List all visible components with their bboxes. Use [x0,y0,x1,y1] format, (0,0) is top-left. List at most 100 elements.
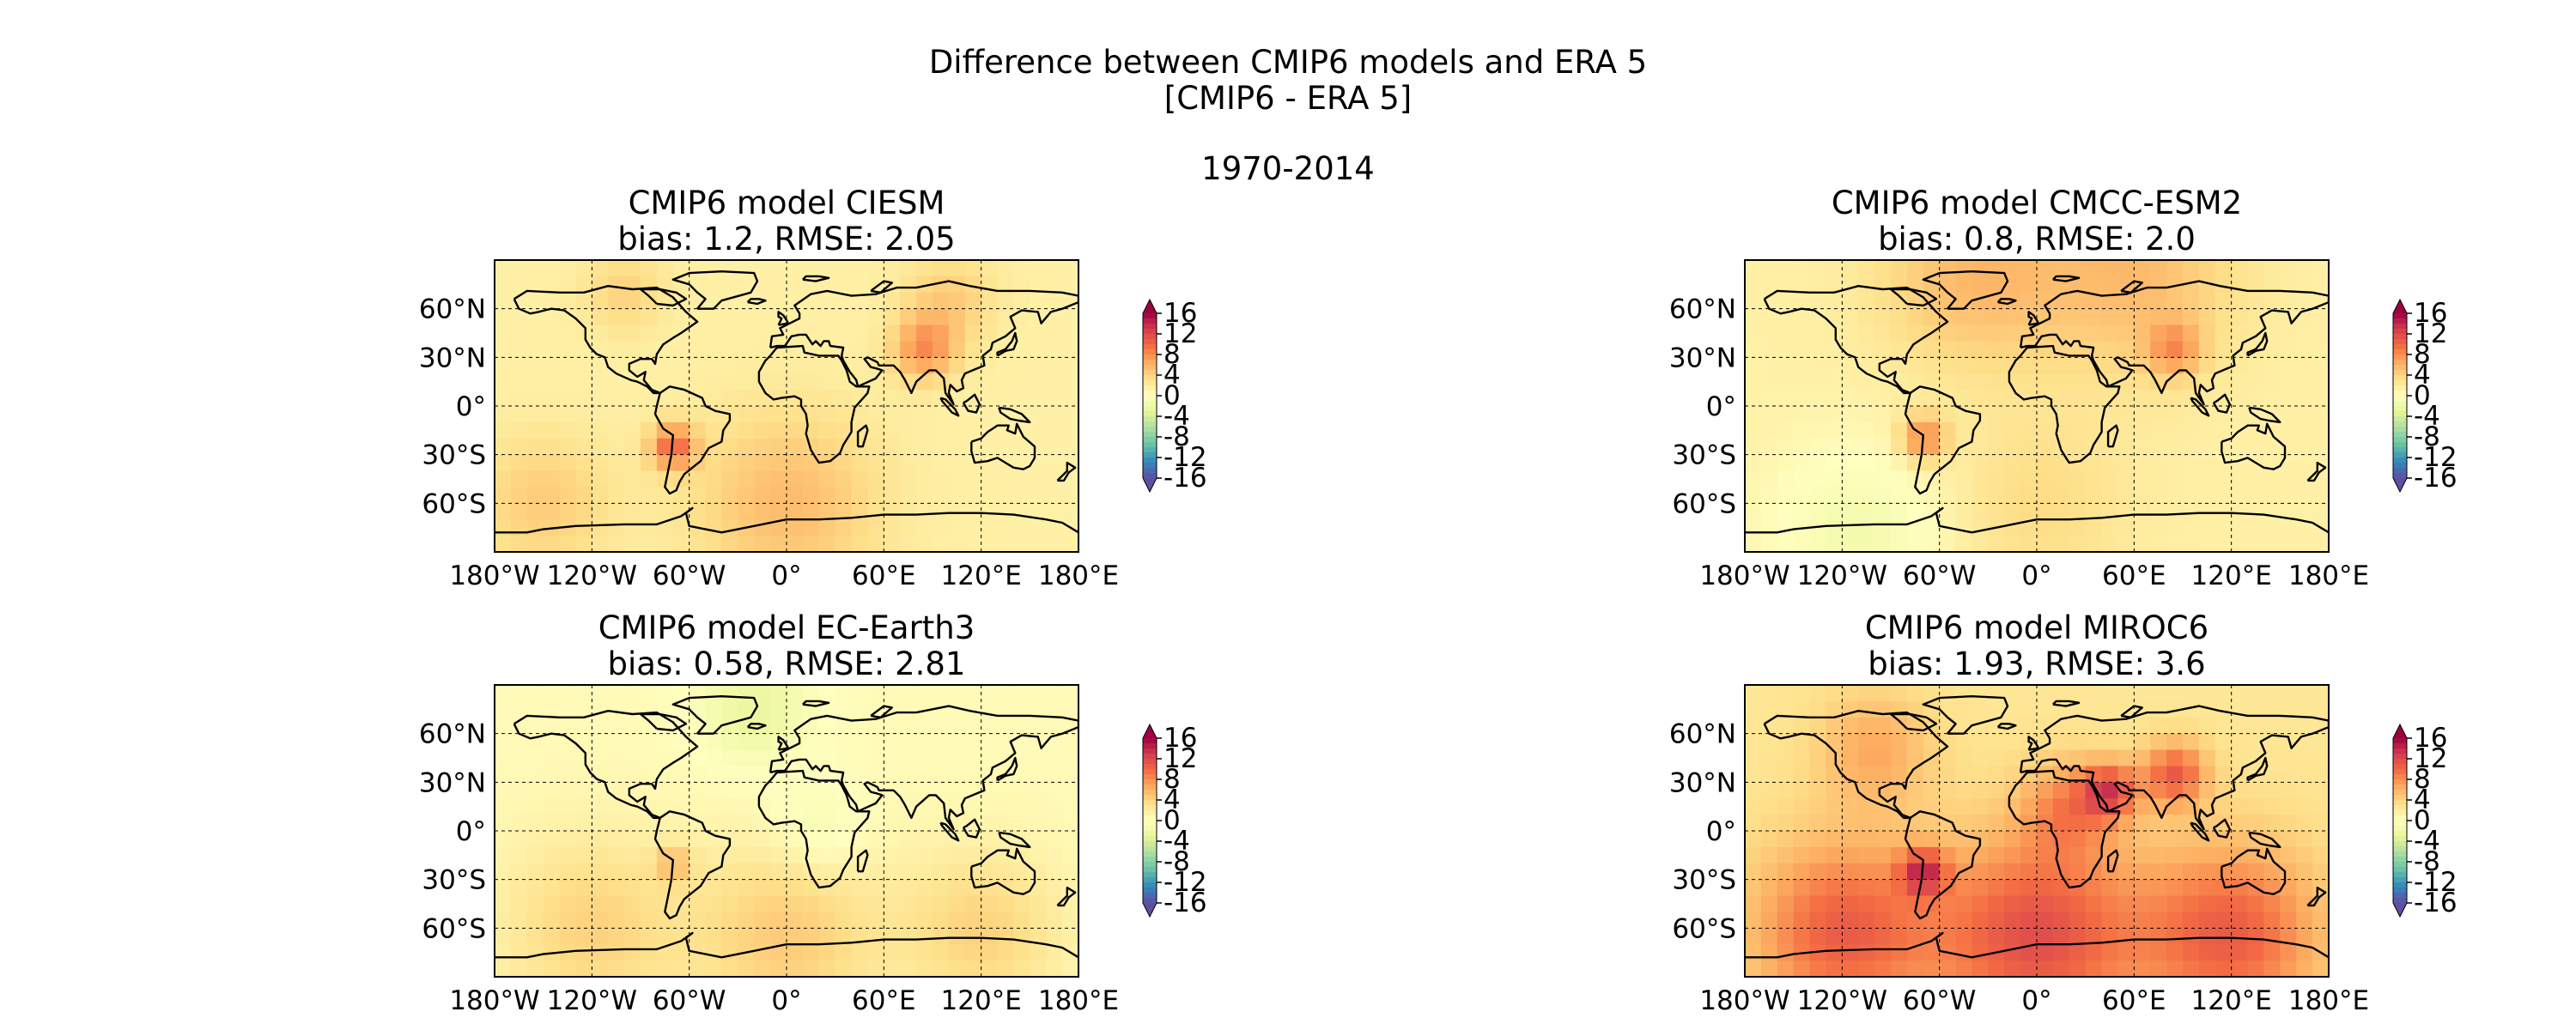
field-cell [1955,487,1973,504]
colorbar-tick-label: 8 [2414,339,2431,370]
field-cell [1826,928,1843,945]
field-cell [495,503,512,520]
field-cell [1939,438,1957,456]
field-cell [641,863,658,881]
coastline-africa [2008,769,2121,889]
field-cell [2183,749,2200,767]
field-cell [1971,519,1989,536]
field-cell [641,519,658,536]
field-cell [721,470,738,488]
field-cell [2134,733,2151,751]
field-cell [997,470,1015,488]
figure-title: Difference between CMIP6 models and ERA … [928,44,1648,81]
field-cell [2150,324,2167,342]
field-cell [884,831,901,848]
coastline-sumatra [2190,821,2210,842]
field-cell [818,357,836,374]
field-cell [2085,292,2103,310]
field-cell [2052,700,2070,718]
field-cell [2198,685,2216,702]
field-cell [2037,421,2054,439]
field-cell [2134,324,2151,342]
field-cell [2020,536,2038,552]
field-cell [1971,749,1989,767]
field-cell [2037,260,2054,277]
field-cell [2215,503,2233,520]
field-cell [721,895,738,913]
field-cell [510,879,528,897]
field-cell [1030,292,1047,310]
field-cell [2296,879,2313,897]
field-cell [964,373,982,391]
field-cell [2117,324,2135,342]
colorbar-segment [1143,313,1157,319]
field-cell [948,733,966,751]
field-cell [1988,324,2005,342]
colorbar-segment [2393,867,2407,873]
field-cell [981,685,999,702]
field-cell [2280,944,2297,961]
colorbar-segment [2393,396,2407,402]
field-cell [933,700,950,718]
field-cell [2150,912,2167,929]
colorbar-tick-label: -12 [2414,867,2458,898]
field-cell [754,928,771,945]
field-cell [2231,944,2249,961]
field-cell [1971,324,1989,342]
field-cell [802,324,820,342]
field-cell [997,438,1015,456]
field-cell [2312,700,2329,718]
field-cell [672,260,690,277]
colorbar-segment [1143,427,1157,433]
colorbar-segment [1143,437,1157,443]
field-cell [1874,717,1892,735]
field-cell [1046,831,1063,848]
field-cell [754,276,771,294]
coastline-japan [2246,756,2269,782]
field-cell [510,406,528,423]
field-cell [495,406,512,423]
field-cell [575,390,592,407]
field-cell [770,798,787,815]
field-cell [2280,341,2297,358]
field-cell [526,879,544,897]
field-cell [2263,700,2281,718]
field-cell [2280,685,2297,702]
field-cell [997,487,1015,504]
field-cell [2198,895,2216,913]
field-cell [1760,846,1778,864]
field-cell [1923,421,1941,439]
field-cell [1874,390,1892,407]
field-cell [933,276,950,294]
field-cell [884,519,901,536]
field-cell [2183,406,2200,423]
field-cell [689,503,707,520]
field-cell [1906,487,1924,504]
field-cell [721,390,738,407]
field-cell [1858,487,1875,504]
field-cell [1891,733,1908,751]
field-cell [867,519,884,536]
field-cell [672,846,690,864]
coastline-borneo [962,818,981,839]
field-cell [2280,717,2297,735]
field-cell [2247,390,2265,407]
field-cell [2117,503,2135,520]
field-cell [608,421,625,439]
field-cell [2069,846,2087,864]
field-cell [2004,487,2021,504]
field-cell [964,717,982,735]
field-cell [2004,536,2021,552]
field-cell [2166,815,2184,832]
field-cell [802,536,820,552]
field-cell [656,341,674,358]
field-cell [2069,944,2087,961]
field-cell [721,863,738,881]
colorbar-segment [2393,821,2407,827]
field-cell [1955,438,1973,456]
field-cell [1777,406,1795,423]
field-cell [1923,373,1941,391]
field-cell [2215,470,2233,488]
field-cell [1745,454,1762,472]
field-cell [1955,503,1973,520]
